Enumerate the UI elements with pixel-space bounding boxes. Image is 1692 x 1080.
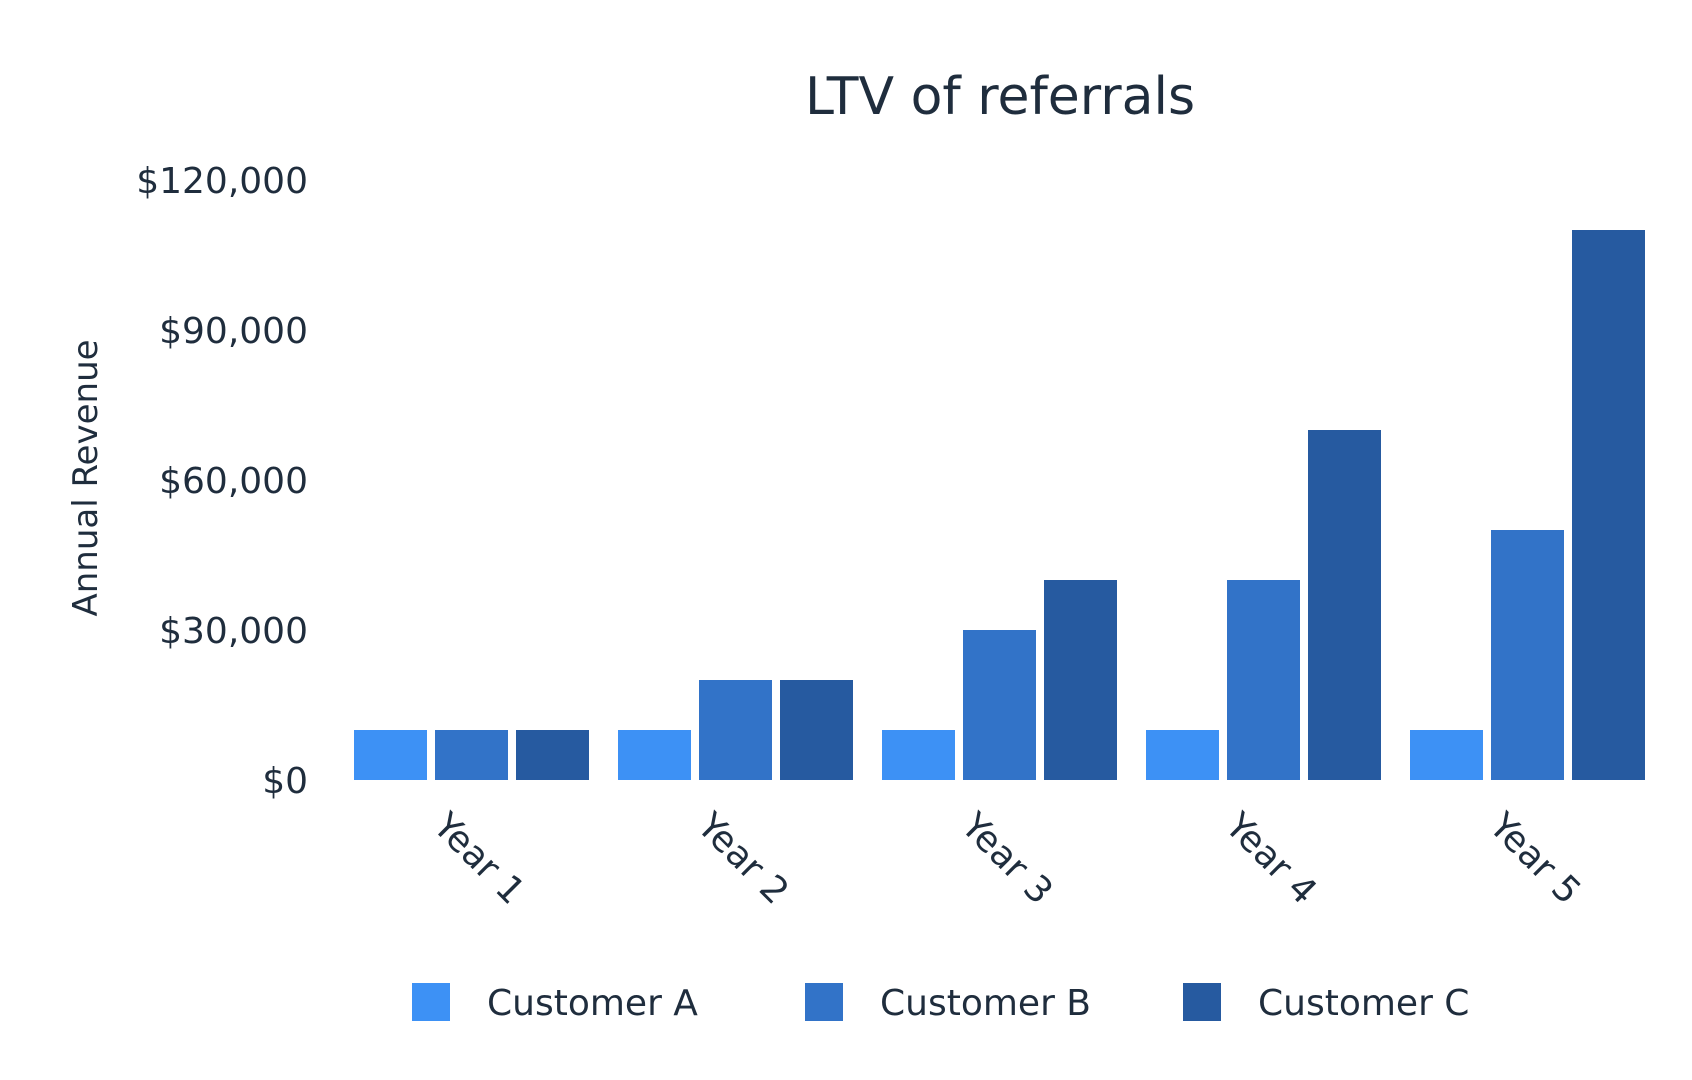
x-tick-label: Year 2 — [688, 805, 796, 913]
bar-customer-a-year-2 — [618, 730, 691, 780]
bar-customer-b-year-5 — [1491, 530, 1564, 780]
x-tick-label: Year 4 — [1216, 805, 1324, 913]
y-tick-label: $0 — [262, 761, 308, 802]
legend-swatch-customer-b — [805, 983, 843, 1021]
y-tick-label: $90,000 — [159, 311, 308, 352]
bar-customer-a-year-4 — [1146, 730, 1219, 780]
bar-customer-c-year-1 — [516, 730, 589, 780]
bar-customer-c-year-5 — [1572, 230, 1645, 780]
x-tick-label: Year 3 — [952, 805, 1060, 913]
legend-label-customer-c: Customer C — [1258, 983, 1469, 1024]
y-axis-label: Annual Revenue — [66, 339, 106, 616]
x-axis-ticks: Year 1 Year 2 Year 3 Year 4 Year 5 — [424, 805, 1588, 913]
legend-swatch-customer-c — [1183, 983, 1221, 1021]
legend-label-customer-a: Customer A — [487, 983, 698, 1024]
bars — [354, 230, 1645, 780]
chart-title: LTV of referrals — [805, 67, 1195, 127]
y-tick-label: $120,000 — [136, 161, 308, 202]
bar-customer-c-year-3 — [1044, 580, 1117, 780]
x-tick-label: Year 5 — [1480, 805, 1588, 913]
x-tick-label: Year 1 — [424, 805, 532, 913]
bar-customer-b-year-1 — [435, 730, 508, 780]
legend: Customer A Customer B Customer C — [412, 983, 1469, 1024]
legend-label-customer-b: Customer B — [880, 983, 1091, 1024]
bar-customer-b-year-4 — [1227, 580, 1300, 780]
bar-customer-a-year-5 — [1410, 730, 1483, 780]
bar-customer-a-year-1 — [354, 730, 427, 780]
y-tick-label: $60,000 — [159, 461, 308, 502]
bar-customer-b-year-3 — [963, 630, 1036, 780]
bar-customer-c-year-2 — [780, 680, 853, 780]
legend-swatch-customer-a — [412, 983, 450, 1021]
y-axis-ticks: $0 $30,000 $60,000 $90,000 $120,000 — [136, 161, 308, 802]
bar-customer-c-year-4 — [1308, 430, 1381, 780]
bar-customer-b-year-2 — [699, 680, 772, 780]
bar-customer-a-year-3 — [882, 730, 955, 780]
y-tick-label: $30,000 — [159, 611, 308, 652]
